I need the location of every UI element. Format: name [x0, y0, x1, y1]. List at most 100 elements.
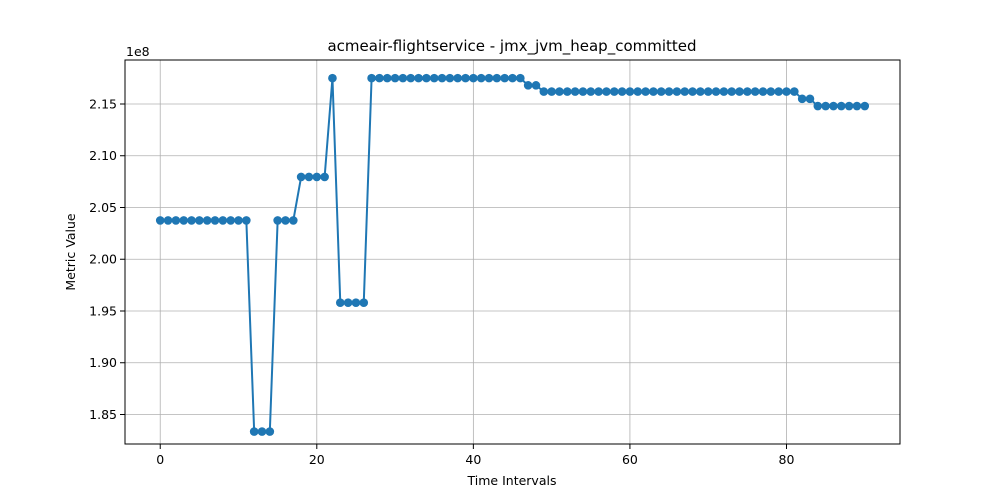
- data-point: [664, 87, 674, 96]
- data-point: [852, 101, 862, 111]
- y-axis-label: Metric Value: [63, 213, 78, 290]
- x-tick-label: 20: [309, 452, 325, 467]
- data-point: [570, 87, 580, 96]
- data-point: [844, 101, 854, 111]
- data-point: [273, 216, 282, 225]
- data-point: [296, 172, 306, 182]
- data-point: [508, 73, 517, 83]
- data-point: [617, 87, 627, 96]
- data-point: [813, 101, 823, 111]
- x-tick-label: 0: [156, 452, 164, 467]
- data-point: [171, 216, 181, 225]
- data-point: [609, 87, 619, 96]
- data-point: [641, 87, 650, 96]
- data-point: [680, 87, 690, 96]
- data-point: [398, 73, 408, 83]
- x-axis: 0 20 40 60 80: [156, 444, 794, 467]
- data-point: [547, 87, 556, 96]
- data-point: [437, 73, 447, 83]
- data-point: [743, 87, 752, 96]
- data-point: [735, 87, 744, 96]
- data-point: [586, 87, 596, 96]
- y-tick-label: 1.95: [89, 303, 117, 318]
- data-point: [711, 87, 721, 96]
- data-point: [265, 427, 275, 436]
- data-point: [461, 73, 470, 83]
- data-point: [155, 216, 165, 225]
- data-point: [500, 73, 509, 83]
- y-axis: 1.85 1.90 1.95 2.00 2.05 2.10 2.15: [89, 96, 125, 422]
- y-tick-label: 2.15: [89, 96, 117, 111]
- x-tick-label: 40: [465, 452, 481, 467]
- data-point: [539, 87, 549, 96]
- data-point: [649, 87, 658, 96]
- data-point: [343, 298, 353, 308]
- data-point: [492, 73, 502, 83]
- data-point: [758, 87, 768, 96]
- data-point: [390, 73, 400, 83]
- data-point: [555, 87, 564, 96]
- data-point: [226, 216, 235, 225]
- x-axis-label: Time Intervals: [467, 473, 557, 488]
- data-point: [429, 73, 439, 83]
- data-point: [766, 87, 776, 96]
- data-point: [836, 101, 846, 111]
- data-point: [375, 73, 384, 83]
- data-point: [335, 298, 345, 308]
- plot-frame: [124, 59, 901, 445]
- data-point: [359, 298, 369, 308]
- data-point: [179, 216, 189, 225]
- data-point: [602, 87, 611, 96]
- data-point: [281, 216, 290, 225]
- data-point: [633, 87, 643, 96]
- y-tick-label: 2.05: [89, 200, 117, 215]
- data-point: [445, 73, 455, 83]
- data-point: [453, 73, 463, 83]
- data-point: [367, 73, 376, 83]
- y-tick-label: 2.10: [89, 148, 117, 163]
- data-point: [257, 427, 267, 436]
- data-point: [594, 87, 603, 96]
- series-group: [155, 73, 870, 436]
- data-point: [469, 73, 478, 83]
- y-offset-label: 1e8: [126, 44, 150, 59]
- data-point: [656, 87, 666, 96]
- data-point: [289, 216, 298, 225]
- data-point: [774, 87, 783, 96]
- data-point: [829, 101, 838, 111]
- data-point: [242, 216, 251, 225]
- data-point: [328, 73, 337, 83]
- data-point: [805, 94, 815, 104]
- chart-title: acmeair-flightservice - jmx_jvm_heap_com…: [327, 37, 696, 56]
- data-point: [562, 87, 572, 96]
- data-point: [523, 81, 533, 90]
- data-point: [312, 172, 322, 182]
- data-point: [578, 87, 588, 96]
- data-point: [672, 87, 682, 96]
- data-point: [304, 172, 314, 182]
- data-point: [187, 216, 196, 225]
- data-point: [320, 172, 329, 182]
- data-point: [821, 101, 830, 111]
- data-point: [696, 87, 705, 96]
- data-point: [860, 101, 870, 111]
- y-tick-label: 1.90: [89, 355, 117, 370]
- data-point: [790, 87, 799, 96]
- data-point: [234, 216, 243, 225]
- data-point: [688, 87, 697, 96]
- x-tick-label: 80: [779, 452, 795, 467]
- data-point: [727, 87, 736, 96]
- data-point: [202, 216, 212, 225]
- data-point: [351, 298, 361, 308]
- data-point: [750, 87, 760, 96]
- data-point: [210, 216, 220, 225]
- data-point: [484, 73, 494, 83]
- series-line: [160, 77, 865, 433]
- data-point: [516, 73, 525, 83]
- data-point: [249, 427, 259, 436]
- data-point: [163, 216, 173, 225]
- data-point: [195, 216, 204, 225]
- grid: [125, 60, 900, 444]
- data-point: [382, 73, 392, 83]
